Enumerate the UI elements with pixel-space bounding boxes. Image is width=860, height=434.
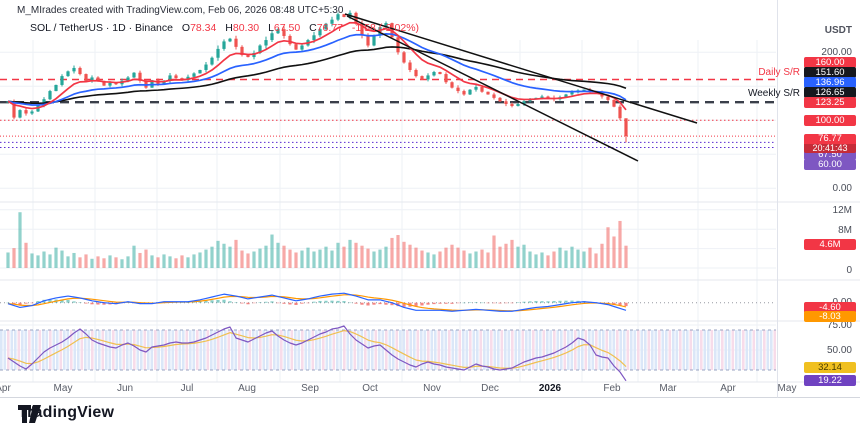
chart-canvas[interactable] <box>0 0 860 434</box>
tradingview-snapshot: M_MIrades created with TradingView.com, … <box>0 0 860 434</box>
